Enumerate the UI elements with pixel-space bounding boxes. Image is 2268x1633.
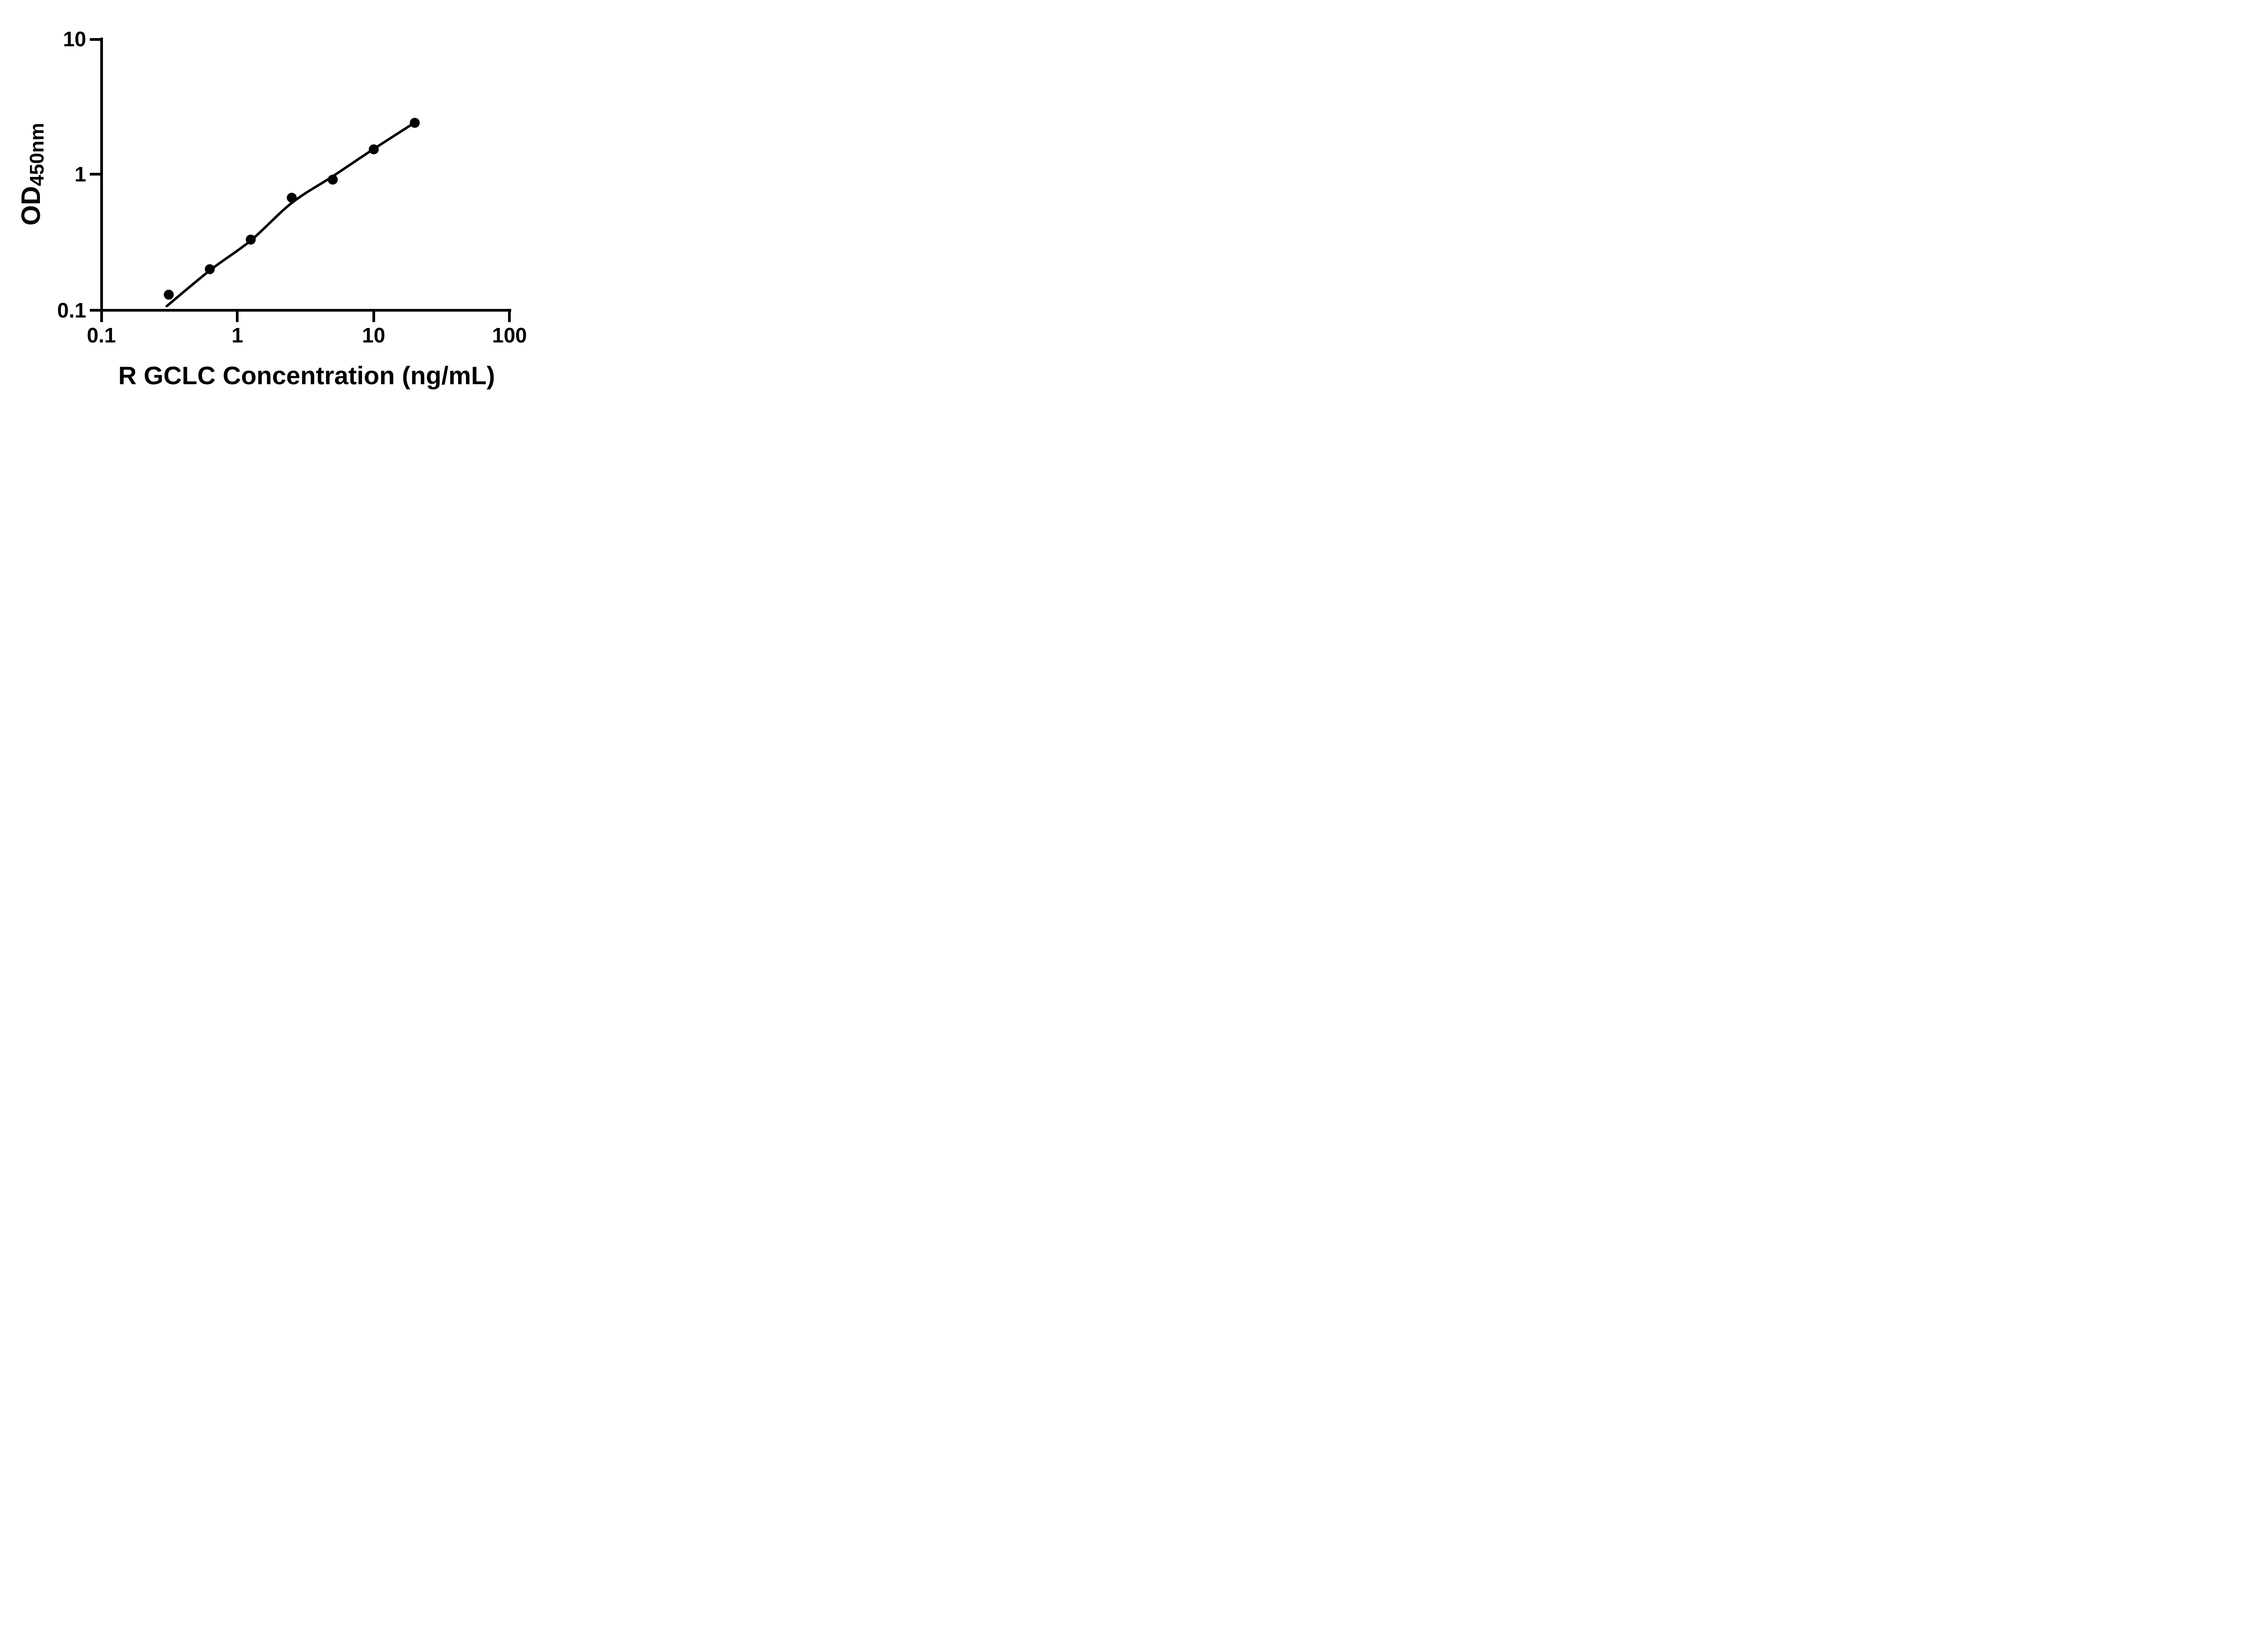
x-tick-label-0.1: 0.1 [87,323,116,347]
y-tick-1 [90,172,101,176]
y-axis-title-main: OD [16,186,46,226]
y-axis-title: OD 450nm [16,61,48,288]
data-point [164,289,174,300]
y-tick-label-0.1: 0.1 [57,298,86,322]
data-point [287,192,297,203]
x-tick-label-100: 100 [492,323,527,347]
data-point [410,117,420,128]
data-point [205,264,215,274]
x-tick-0.1 [100,311,103,322]
x-axis-title: R GCLC Concentration (ng/mL) [118,361,495,390]
y-tick-10 [90,38,101,41]
x-tick-label-1: 1 [231,323,244,347]
x-tick-label-10: 10 [362,323,386,347]
y-tick-label-1: 1 [74,162,86,186]
plot-layer [164,117,420,308]
data-point [369,144,379,155]
data-points-group [164,117,420,300]
y-tick-label-10: 10 [63,27,86,51]
y-axis-line [100,38,103,312]
elisa-standard-curve-figure: 10 1 0.1 0.1 1 10 100 R GCLC Concentrati… [0,0,572,408]
y-tick-0.1 [90,308,101,312]
x-tick-100 [508,311,511,322]
x-tick-10 [372,311,375,322]
x-tick-1 [236,311,239,322]
data-point [245,235,256,245]
x-axis-line [90,308,511,312]
data-point [327,175,338,185]
y-axis-title-subscript: 450nm [26,122,48,186]
